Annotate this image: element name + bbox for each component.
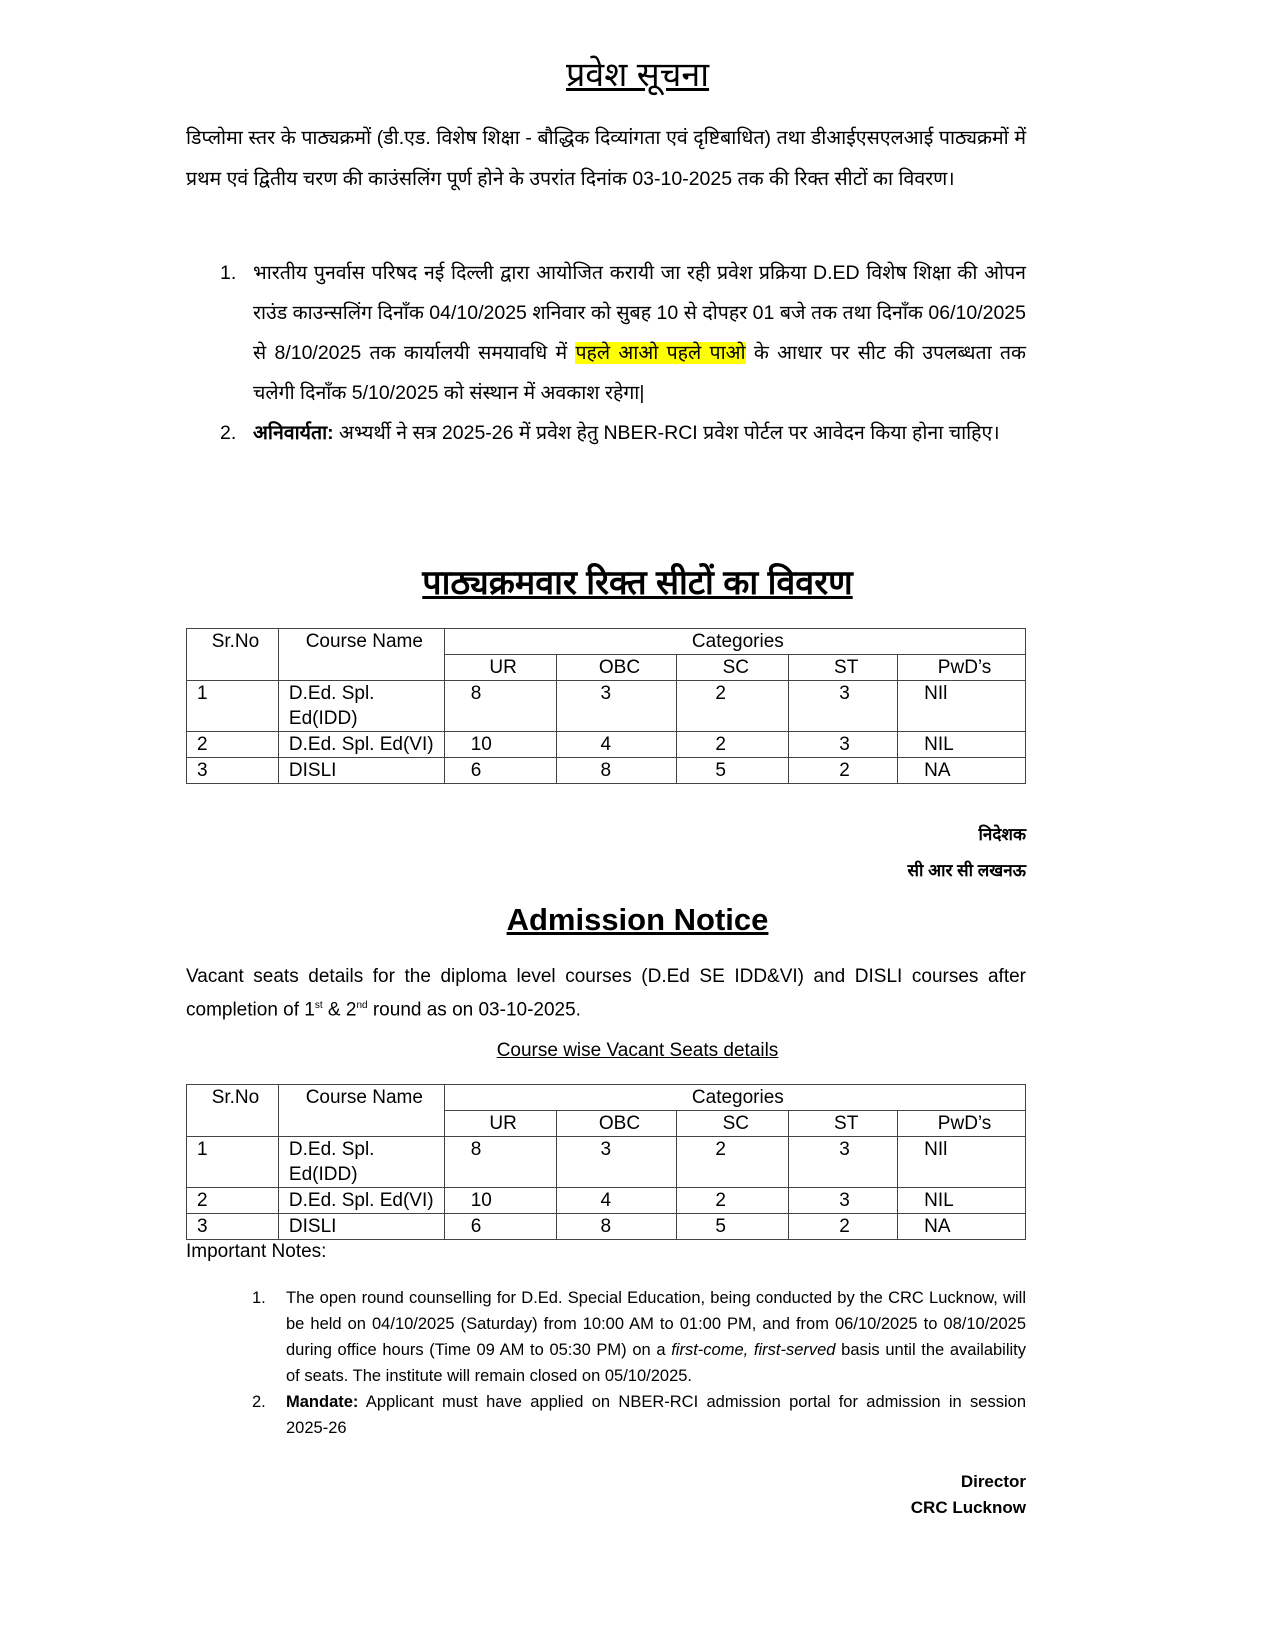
header-category: SC bbox=[676, 654, 790, 681]
cell-value: 2 bbox=[788, 757, 899, 784]
item-text: अभ्यर्थी ने सत्र 2025-26 में प्रवेश हेतु… bbox=[333, 422, 1000, 444]
category-row: UR OBC SC ST PwD’s bbox=[187, 1110, 1026, 1137]
english-title: Admission Notice bbox=[506, 902, 769, 937]
note-item-1: 1. The open round counselling for D.Ed. … bbox=[252, 1285, 1026, 1389]
hindi-signature-org: सी आर सी लखनऊ bbox=[907, 861, 1027, 880]
header-category: ST bbox=[788, 654, 899, 681]
cell-value: 2 bbox=[676, 680, 790, 732]
cell-srno: 2 bbox=[186, 731, 279, 758]
header-categories: Categories bbox=[443, 1084, 1027, 1111]
list-number: 2. bbox=[252, 1393, 266, 1411]
cell-course: D.Ed. Spl. Ed(VI) bbox=[277, 1187, 445, 1214]
cell-value: 6 bbox=[443, 757, 557, 784]
header-row: Sr.No Course Name Categories bbox=[186, 628, 1027, 681]
cell-value: 8 bbox=[443, 680, 557, 732]
cell-value: 6 bbox=[443, 1213, 557, 1240]
cell-course: D.Ed. Spl. Ed(IDD) bbox=[277, 1136, 445, 1188]
header-category: PwD’s bbox=[897, 654, 1026, 681]
header-row: Sr.No Course Name Categories bbox=[186, 1084, 1027, 1137]
table-row: 2 D.Ed. Spl. Ed(VI) 10 4 2 3 NIL bbox=[186, 731, 1026, 758]
cell-value: 2 bbox=[676, 1136, 790, 1188]
cell-value: 3 bbox=[788, 731, 899, 758]
header-categories: Categories bbox=[443, 628, 1027, 655]
cell-srno: 3 bbox=[186, 1213, 279, 1240]
cell-value: 3 bbox=[788, 1136, 899, 1188]
hindi-table-title: पाठ्यक्रमवार रिक्त सीटों का विवरण bbox=[422, 564, 853, 602]
cell-value: NA bbox=[897, 1213, 1026, 1240]
cell-srno: 1 bbox=[186, 1136, 279, 1188]
cell-value: 3 bbox=[555, 1136, 678, 1188]
table-row: 3 DISLI 6 8 5 2 NA bbox=[186, 757, 1026, 784]
cell-value: NIL bbox=[897, 1187, 1026, 1214]
hindi-intro: डिप्लोमा स्तर के पाठ्यक्रमों (डी.एड. विश… bbox=[186, 127, 1026, 190]
list-number: 1. bbox=[220, 262, 237, 284]
highlighted-text: पहले आओ पहले पाओ bbox=[575, 342, 746, 364]
cell-srno: 3 bbox=[186, 757, 279, 784]
item-text: भारतीय पुनर्वास परिषद नई दिल्ली द्वारा आ… bbox=[253, 262, 1026, 364]
header-category: OBC bbox=[555, 1110, 678, 1137]
cell-value: 8 bbox=[555, 757, 678, 784]
cell-course: D.Ed. Spl. Ed(VI) bbox=[277, 731, 445, 758]
item-text: के आधार पर सीट की उपलब्धता तक चलेगी दिना… bbox=[253, 342, 1027, 404]
header-category: PwD’s bbox=[897, 1110, 1026, 1137]
header-category: SC bbox=[676, 1110, 790, 1137]
header-course: Course Name bbox=[277, 1084, 445, 1137]
hindi-title: प्रवेश सूचना bbox=[565, 56, 710, 94]
hindi-list-item-2: 2. अनिवार्यता: अभ्यर्थी ने सत्र 2025-26 … bbox=[220, 413, 1026, 453]
hindi-list-item-1: 1. भारतीय पुनर्वास परिषद नई दिल्ली द्वार… bbox=[220, 253, 1026, 413]
cell-value: NIl bbox=[897, 1136, 1026, 1188]
english-signature-title: Director bbox=[960, 1472, 1026, 1491]
cell-course: D.Ed. Spl. Ed(IDD) bbox=[277, 680, 445, 732]
header-course: Course Name bbox=[277, 628, 445, 681]
english-intro: Vacant seats details for the diploma lev… bbox=[186, 966, 1026, 1021]
header-category: UR bbox=[443, 1110, 557, 1137]
table-row: 1 D.Ed. Spl. Ed(IDD) 8 3 2 3 NIl bbox=[186, 680, 1026, 732]
mandate-label: अनिवार्यता: bbox=[253, 422, 334, 444]
cell-value: 2 bbox=[676, 1187, 790, 1214]
note-item-2: 2. Mandate: Applicant must have applied … bbox=[252, 1389, 1026, 1441]
cell-srno: 2 bbox=[186, 1187, 279, 1214]
list-number: 2. bbox=[220, 422, 237, 444]
cell-course: DISLI bbox=[277, 757, 445, 784]
english-table-title: Course wise Vacant Seats details bbox=[496, 1040, 779, 1061]
notes-heading: Important Notes: bbox=[186, 1241, 327, 1262]
cell-value: 8 bbox=[555, 1213, 678, 1240]
cell-value: 3 bbox=[788, 1187, 899, 1214]
cell-value: 4 bbox=[555, 731, 678, 758]
table-row: 1 D.Ed. Spl. Ed(IDD) 8 3 2 3 NIl bbox=[186, 1136, 1026, 1188]
list-number: 1. bbox=[252, 1289, 266, 1307]
header-category: OBC bbox=[555, 654, 678, 681]
english-signature-org: CRC Lucknow bbox=[910, 1498, 1026, 1517]
cell-value: 2 bbox=[788, 1213, 899, 1240]
english-seats-table: Sr.No Course Name Categories UR OBC SC ST PwD’s… bbox=[186, 1084, 1027, 1240]
cell-value: 3 bbox=[555, 680, 678, 732]
cell-value: NIl bbox=[897, 680, 1026, 732]
notes-list: 1. The open round counselling for D.Ed. … bbox=[252, 1285, 1026, 1441]
hindi-list: 1. भारतीय पुनर्वास परिषद नई दिल्ली द्वार… bbox=[220, 253, 1026, 453]
cell-value: 3 bbox=[788, 680, 899, 732]
header-category: UR bbox=[443, 654, 557, 681]
cell-value: NIL bbox=[897, 731, 1026, 758]
category-row: UR OBC SC ST PwD’s bbox=[187, 654, 1026, 681]
cell-course: DISLI bbox=[277, 1213, 445, 1240]
cell-value: 5 bbox=[676, 1213, 790, 1240]
cell-value: 5 bbox=[676, 757, 790, 784]
cell-value: 10 bbox=[443, 1187, 557, 1214]
header-srno: Sr.No bbox=[186, 628, 279, 681]
header-srno: Sr.No bbox=[186, 1084, 279, 1137]
header-category: ST bbox=[788, 1110, 899, 1137]
table-row: 2 D.Ed. Spl. Ed(VI) 10 4 2 3 NIL bbox=[186, 1187, 1026, 1214]
hindi-seats-table: Sr.No Course Name Categories UR OBC SC ST PwD’s… bbox=[186, 628, 1027, 784]
hindi-signature-title: निदेशक bbox=[978, 825, 1026, 844]
cell-srno: 1 bbox=[186, 680, 279, 732]
cell-value: 10 bbox=[443, 731, 557, 758]
cell-value: 4 bbox=[555, 1187, 678, 1214]
cell-value: 8 bbox=[443, 1136, 557, 1188]
table-row: 3 DISLI 6 8 5 2 NA bbox=[186, 1213, 1026, 1240]
cell-value: NA bbox=[897, 757, 1026, 784]
cell-value: 2 bbox=[676, 731, 790, 758]
